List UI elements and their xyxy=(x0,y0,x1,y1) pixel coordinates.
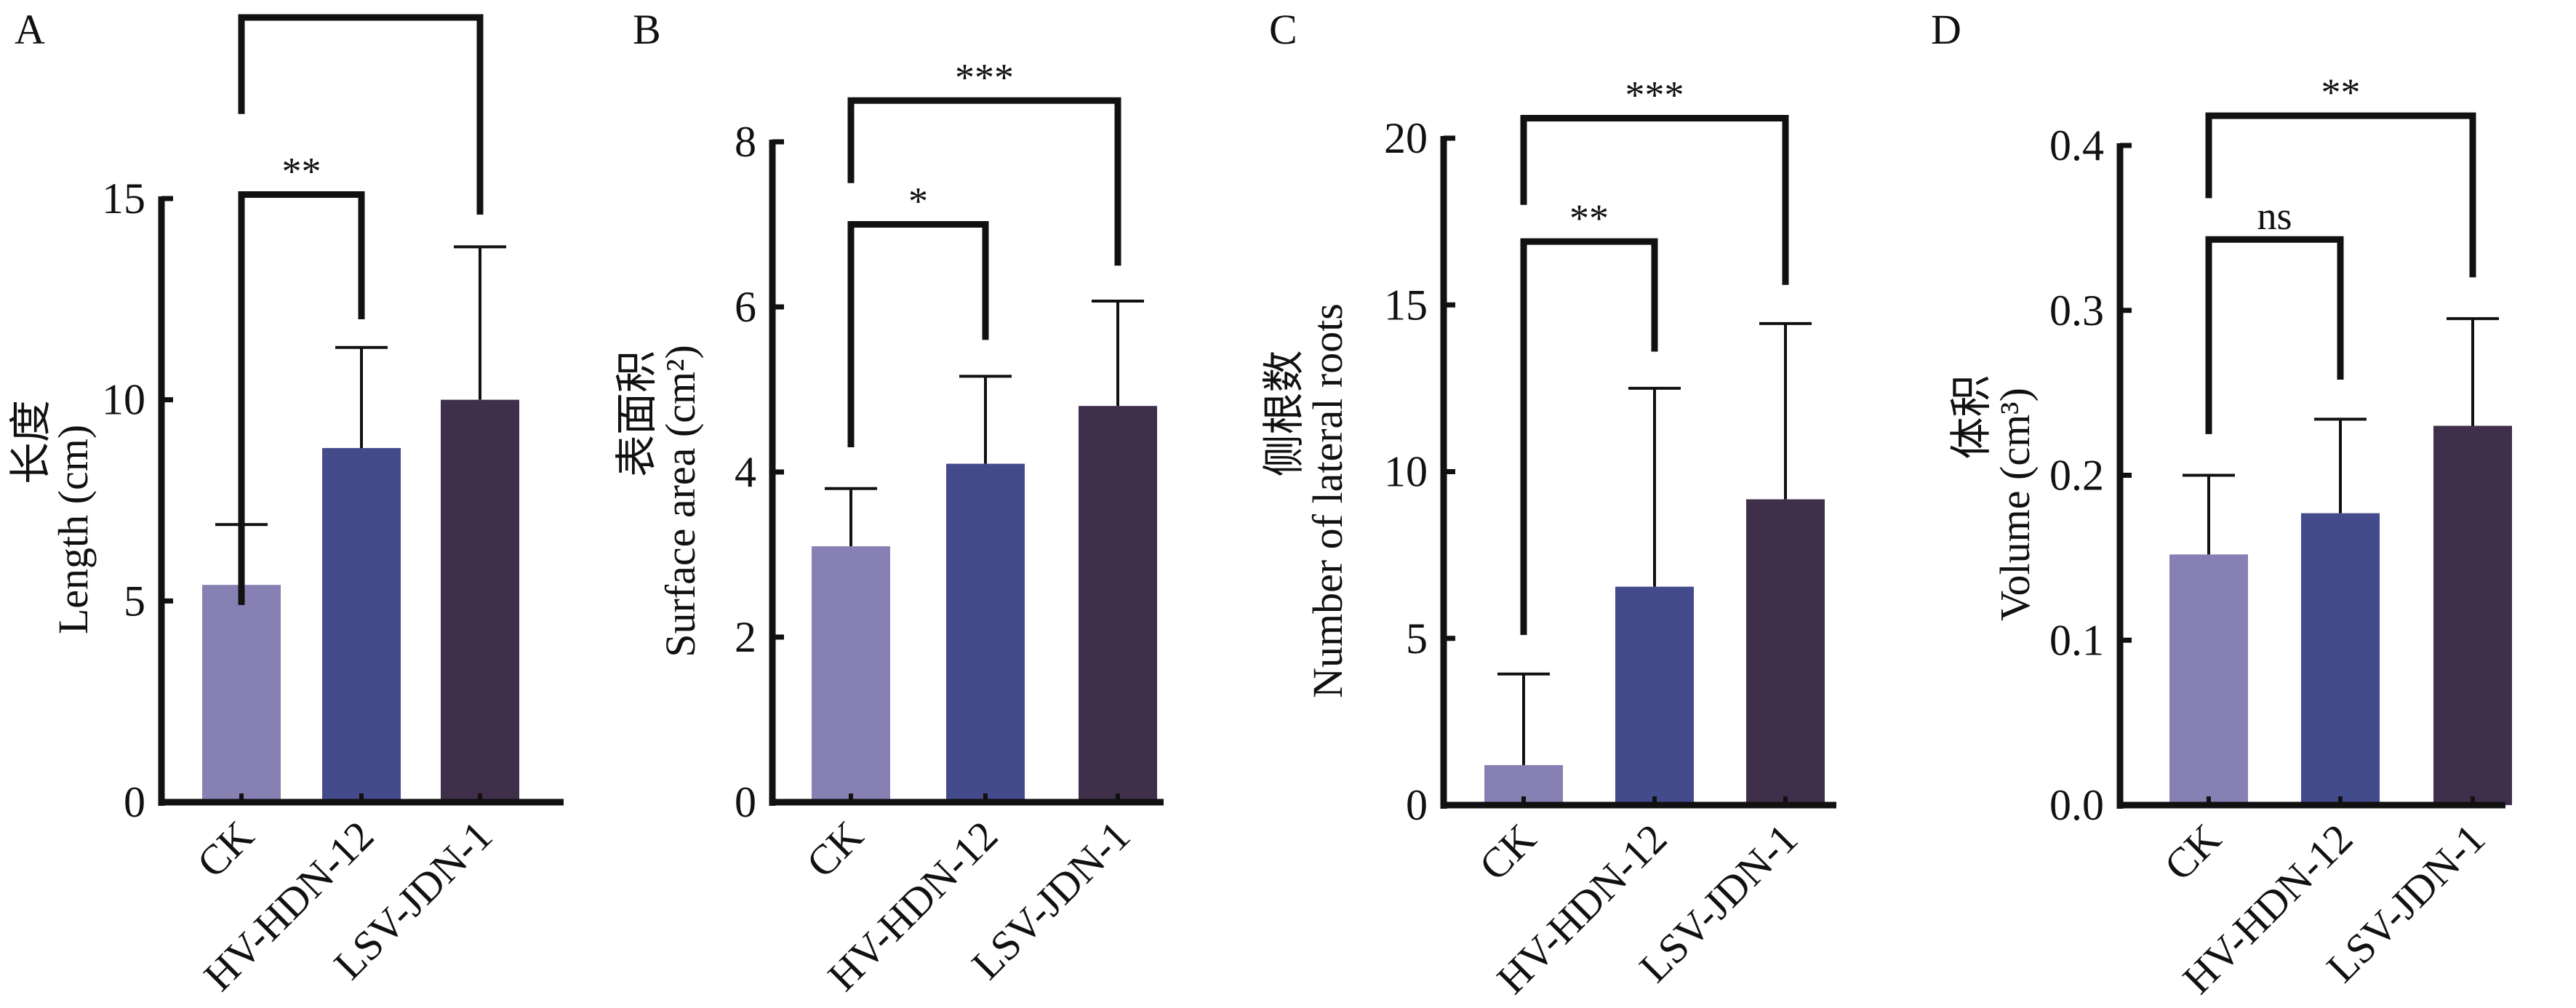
y-axis-label-chinese: 长度 xyxy=(7,400,55,484)
y-tick-label: 0 xyxy=(124,778,145,826)
y-tick-label: 5 xyxy=(1406,615,1428,663)
significance-label: ** xyxy=(2321,71,2361,114)
y-tick-label: 10 xyxy=(1384,448,1428,496)
x-tick-label: CK xyxy=(188,812,263,887)
panel-letter: B xyxy=(633,6,661,53)
significance-label: * xyxy=(908,180,928,223)
y-tick-label: 0.0 xyxy=(2049,781,2104,829)
y-tick-label: 15 xyxy=(102,175,145,223)
y-axis-label: Volume (cm³) xyxy=(1991,388,2039,621)
x-tick-label: CK xyxy=(2155,815,2230,889)
panel-letter: D xyxy=(1931,6,1961,53)
significance-bracket xyxy=(2205,236,2344,434)
y-tick-label: 0 xyxy=(1406,781,1428,829)
y-tick-label: 0.4 xyxy=(2049,121,2104,169)
significance-bracket xyxy=(238,191,365,605)
bar-lsv-jdn-1 xyxy=(1079,406,1157,802)
y-tick-label: 0.2 xyxy=(2049,452,2104,500)
bar-hv-hdn-12 xyxy=(2301,513,2380,805)
y-axis-label: Length (cm) xyxy=(49,425,97,634)
significance-bracket xyxy=(1520,238,1658,636)
significance-bracket xyxy=(847,97,1121,266)
bar-hv-hdn-12 xyxy=(946,463,1025,802)
y-axis-label-chinese: 表面积 xyxy=(613,351,660,477)
y-tick-label: 5 xyxy=(124,577,145,625)
significance-bracket xyxy=(1520,114,1789,285)
y-tick-label: 6 xyxy=(735,283,756,331)
y-axis-label-chinese: 体积 xyxy=(1948,375,1995,459)
y-tick-label: 0 xyxy=(735,778,756,826)
y-tick-label: 0.1 xyxy=(2049,616,2104,664)
y-tick-label: 10 xyxy=(102,376,145,424)
bar-ck xyxy=(2169,554,2248,805)
y-tick-label: 20 xyxy=(1384,114,1428,162)
bar-hv-hdn-12 xyxy=(322,448,401,802)
y-tick-label: 2 xyxy=(735,613,756,661)
bar-lsv-jdn-1 xyxy=(2433,425,2512,805)
significance-bracket xyxy=(2205,112,2476,278)
x-tick-label: CK xyxy=(797,812,872,887)
significance-bracket xyxy=(847,221,989,447)
significance-label: ns xyxy=(2257,194,2292,238)
bar-ck xyxy=(812,546,890,802)
panel-letter: C xyxy=(1269,6,1297,53)
bar-ck xyxy=(202,585,281,802)
y-axis-label-chinese: 侧根数 xyxy=(1260,350,1308,476)
panel-letter: A xyxy=(15,6,45,53)
bar-lsv-jdn-1 xyxy=(1746,499,1825,805)
y-tick-label: 0.3 xyxy=(2049,287,2104,335)
bar-hv-hdn-12 xyxy=(1615,586,1694,805)
x-tick-label: CK xyxy=(1470,815,1545,889)
significance-bracket xyxy=(238,14,484,215)
y-axis-label: Surface area (cm²) xyxy=(657,345,704,657)
y-tick-label: 15 xyxy=(1384,281,1428,329)
significance-label: ** xyxy=(282,149,321,193)
y-axis-label: Number of lateral roots xyxy=(1304,303,1351,698)
y-tick-label: 4 xyxy=(735,448,756,496)
bar-lsv-jdn-1 xyxy=(441,399,519,802)
y-tick-label: 8 xyxy=(735,118,756,166)
significance-label: *** xyxy=(955,55,1014,99)
significance-label: *** xyxy=(1625,73,1684,116)
significance-label: ** xyxy=(1569,196,1609,240)
significance-label: **** xyxy=(321,0,400,16)
